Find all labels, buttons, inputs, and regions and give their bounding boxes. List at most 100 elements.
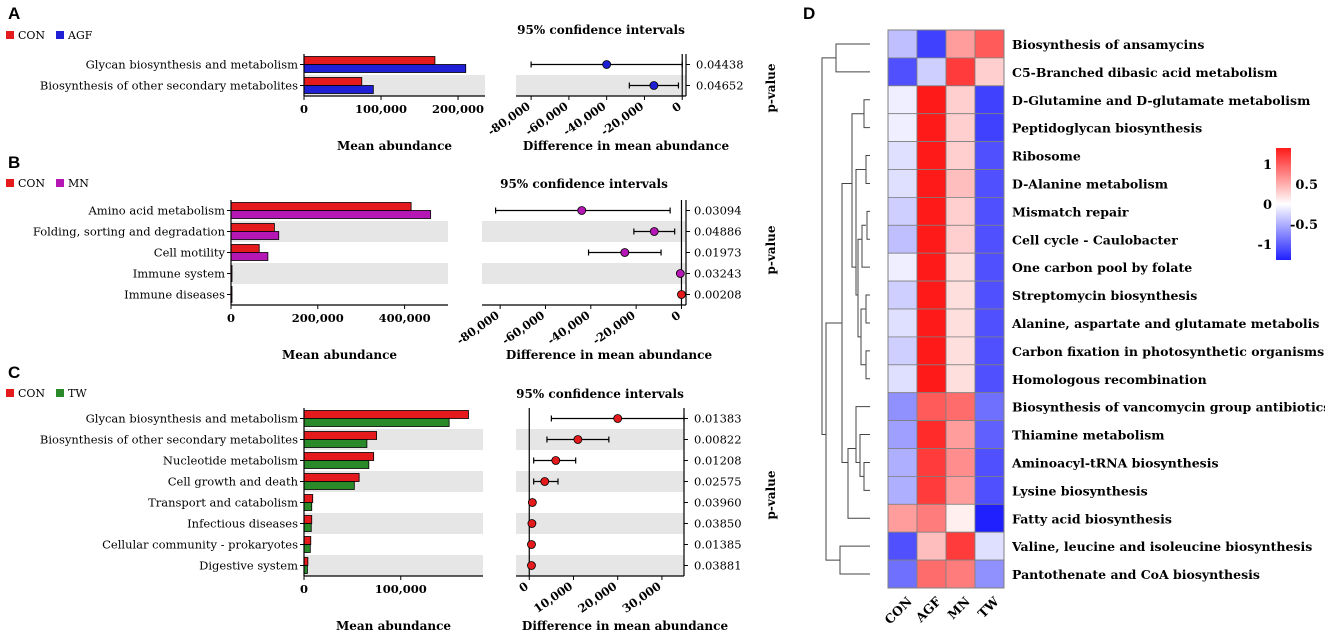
heatmap-cell	[974, 448, 1005, 477]
heatmap-cell	[887, 252, 918, 282]
heatmap-cell	[974, 420, 1005, 449]
heatmap-cell	[916, 29, 947, 59]
bar-row-band	[231, 263, 448, 284]
heatmap-row-label: Streptomycin biosynthesis	[1012, 288, 1197, 303]
heatmap-cell	[945, 141, 976, 170]
heatmap-panel: Biosynthesis of ansamycins C5-Branched di…	[821, 29, 1325, 627]
legend-label-agf: AGF	[67, 29, 93, 42]
heatmap-row-label: Valine, leucine and isoleucine biosynthe…	[1011, 539, 1312, 554]
ci-x-axis-title: Difference in mean abundance	[522, 619, 729, 633]
legend-label-tw: TW	[68, 387, 87, 400]
heatmap-row-label: D-Glutamine and D-glutamate metabolism	[1012, 93, 1310, 108]
heatmap-cell	[887, 224, 918, 254]
ci-row-band	[516, 513, 684, 534]
heatmap-cell	[916, 503, 947, 533]
heatmap-column-label: AGF	[912, 594, 944, 626]
heatmap-cell	[887, 85, 918, 115]
pvalue: 0.00208	[694, 288, 742, 302]
ci-point	[527, 498, 537, 507]
category-label: Biosynthesis of other secondary metaboli…	[40, 79, 298, 93]
ci-point	[527, 540, 536, 549]
bar-row-band	[304, 555, 483, 576]
colorbar-tick-label: 0.5	[1295, 178, 1318, 193]
dendrogram-branch	[855, 406, 870, 463]
bar-x-tick-label: 200,000	[432, 102, 484, 116]
legend-swatch-con	[6, 389, 14, 397]
heatmap-cell	[887, 196, 918, 226]
category-label: Cellular community - prokaryotes	[102, 538, 298, 552]
heatmap-cell	[974, 531, 1005, 561]
pvalue: 0.04886	[694, 225, 742, 239]
category-label: Digestive system	[199, 559, 298, 573]
heatmap-row-label: Lysine biosynthesis	[1012, 483, 1148, 498]
heatmap-cell	[916, 420, 947, 449]
heatmap-cell	[974, 364, 1005, 394]
pvalue: 0.04652	[696, 79, 744, 93]
category-label: Amino acid metabolism	[87, 204, 225, 218]
dendrogram-branch	[866, 210, 870, 240]
pvalue: 0.01973	[694, 246, 742, 260]
legend-label-con: CON	[18, 29, 45, 42]
dendrogram-branch	[821, 57, 836, 436]
heatmap-cell	[945, 336, 976, 366]
bar-con	[303, 536, 312, 545]
heatmap-cell	[945, 420, 976, 449]
ci-x-axis-title: Difference in mean abundance	[523, 139, 730, 153]
heatmap-cell	[916, 364, 947, 394]
bar-con	[303, 77, 363, 86]
heatmap-row-label: Biosynthesis of vancomycin group antibio…	[1012, 400, 1325, 415]
bar-con	[303, 494, 314, 503]
category-label: Cell growth and death	[168, 475, 299, 489]
heatmap-cell	[974, 308, 1005, 338]
ci-point	[602, 60, 612, 69]
heatmap-cell	[974, 503, 1005, 533]
dendrogram-branch	[857, 238, 862, 338]
heatmap-cell	[974, 475, 1005, 505]
heatmap-cell	[887, 308, 918, 338]
bar-tw	[303, 481, 355, 490]
heatmap-cell	[887, 475, 918, 505]
heatmap-cell	[974, 29, 1005, 59]
colorbar-tick-label: 1	[1263, 158, 1272, 173]
bar-mn	[230, 252, 269, 261]
heatmap-cell	[887, 420, 918, 449]
heatmap-cell	[945, 531, 976, 561]
ci-point	[577, 206, 587, 215]
ci-x-axis-title: Difference in mean abundance	[506, 348, 713, 362]
heatmap-row-label: Alanine, aspartate and glutamate metabol…	[1011, 316, 1319, 331]
pvalue: 0.01383	[694, 412, 742, 426]
ci-x-tick-label: -20,000	[590, 308, 638, 347]
ci-x-tick-label: 0	[516, 579, 531, 595]
heatmap-frame	[887, 29, 1005, 589]
ci-point	[649, 227, 659, 236]
category-label: Glycan biosynthesis and metabolism	[86, 58, 298, 72]
heatmap-cell	[916, 531, 947, 561]
heatmap-row-label: Cell cycle - Caulobacter	[1012, 232, 1178, 247]
dendrogram-branch	[839, 545, 870, 575]
bar-x-tick-label: 0	[300, 102, 308, 116]
panel-b: CON MN Amino acid metabolism Folding, sorti…	[6, 177, 778, 362]
heatmap-cell	[916, 57, 947, 87]
heatmap-cell	[887, 57, 918, 87]
pvalue: 0.01385	[694, 538, 742, 552]
heatmap-cell	[916, 336, 947, 366]
bar-row-band	[304, 513, 483, 534]
pvalue: 0.03094	[694, 204, 742, 218]
ci-x-tick-label: 0	[669, 99, 684, 115]
heatmap-cell	[916, 113, 947, 142]
ci-x-tick-label: 20,000	[575, 579, 619, 616]
dendrogram-branch	[865, 294, 870, 324]
heatmap-cell	[916, 85, 947, 115]
heatmap-cell	[945, 29, 976, 59]
category-label: Immune diseases	[124, 288, 225, 302]
legend-label-con: CON	[18, 177, 45, 190]
heatmap-cell	[945, 448, 976, 477]
bar-con	[230, 244, 260, 253]
ci-row-band	[516, 471, 684, 492]
heatmap-cell	[887, 503, 918, 533]
panel-label-b: B	[8, 153, 20, 172]
heatmap-row-label: Fatty acid biosynthesis	[1012, 511, 1172, 526]
dendrogram-branch	[851, 113, 864, 268]
dendrogram-branch	[865, 155, 870, 184]
heatmap-cell	[945, 475, 976, 505]
